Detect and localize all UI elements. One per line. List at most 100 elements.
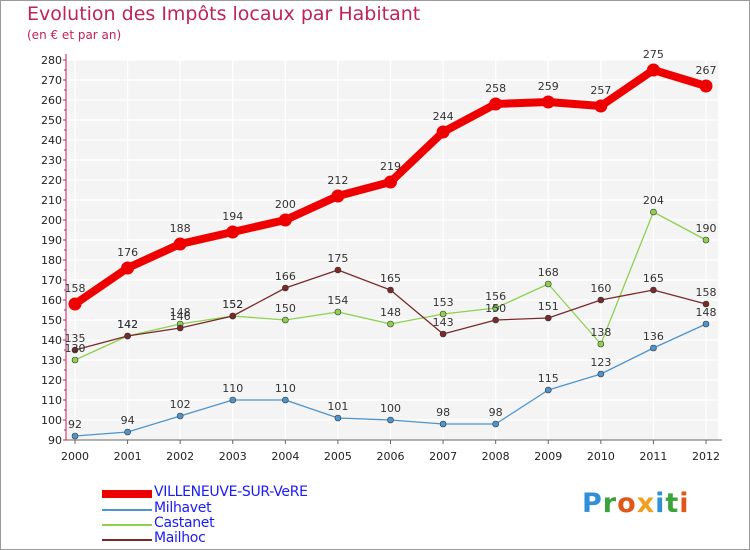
data-point [282, 316, 289, 324]
data-point [226, 225, 240, 239]
x-tick-label: 2012 [692, 450, 720, 463]
x-tick-label: 2002 [166, 450, 194, 463]
data-point [68, 297, 82, 311]
y-tick-label: 170 [41, 274, 62, 287]
data-label: 176 [117, 246, 138, 259]
data-point [278, 213, 292, 227]
data-label: 148 [696, 306, 717, 319]
data-point [597, 370, 605, 378]
data-label: 102 [170, 398, 191, 411]
data-point [492, 316, 499, 324]
data-point [646, 63, 660, 77]
data-point [71, 346, 79, 354]
data-label: 168 [538, 266, 559, 279]
data-point [492, 420, 499, 428]
data-point [544, 280, 552, 288]
data-point [282, 284, 289, 292]
y-tick-label: 270 [41, 74, 62, 87]
x-tick-label: 2001 [114, 450, 142, 463]
data-label: 200 [275, 198, 296, 211]
data-label: 204 [643, 194, 664, 207]
x-tick-label: 2005 [324, 450, 352, 463]
data-point [702, 236, 710, 244]
data-label: 165 [380, 272, 401, 285]
proxiti-logo: Proxiti [582, 488, 690, 519]
data-label: 194 [222, 210, 243, 223]
data-label: 156 [485, 290, 506, 303]
data-point [436, 125, 450, 139]
data-label: 136 [643, 330, 664, 343]
y-tick-label: 110 [41, 394, 62, 407]
data-point [699, 79, 713, 93]
data-point [121, 261, 135, 275]
data-label: 258 [485, 82, 506, 95]
data-point [71, 356, 79, 364]
x-tick-label: 2007 [429, 450, 457, 463]
data-label: 98 [489, 406, 503, 419]
data-point [173, 237, 187, 251]
y-tick-label: 180 [41, 254, 62, 267]
data-point [650, 286, 657, 294]
data-label: 160 [590, 282, 611, 295]
y-tick-label: 240 [41, 134, 62, 147]
data-label: 92 [68, 418, 82, 431]
data-point [702, 320, 710, 328]
data-label: 151 [538, 300, 559, 313]
data-point [334, 414, 342, 422]
data-point [541, 95, 555, 109]
data-label: 148 [380, 306, 401, 319]
data-label: 143 [433, 316, 454, 329]
y-tick-label: 200 [41, 214, 62, 227]
y-tick-label: 120 [41, 374, 62, 387]
data-label: 166 [275, 270, 296, 283]
data-point [71, 432, 79, 440]
x-tick-label: 2011 [639, 450, 667, 463]
data-label: 150 [275, 302, 296, 315]
data-labels: 158 176 188 194 200 212 219 244 258 259 257 275 267 9… [65, 48, 717, 431]
x-tick-label: 2004 [271, 450, 299, 463]
data-point [597, 296, 605, 304]
data-point [387, 416, 394, 424]
y-tick-label: 90 [48, 434, 62, 447]
data-point [384, 175, 397, 189]
data-label: 267 [696, 64, 717, 77]
data-label: 146 [170, 310, 191, 323]
logo-letter: i [655, 488, 666, 519]
grid [66, 59, 718, 441]
data-point [176, 412, 184, 420]
data-label: 115 [538, 372, 559, 385]
data-label: 98 [436, 406, 450, 419]
data-label: 110 [275, 382, 296, 395]
data-point [702, 300, 710, 308]
data-point [650, 344, 657, 352]
data-point [282, 396, 289, 404]
y-tick-label: 140 [41, 334, 62, 347]
data-point [594, 99, 608, 113]
data-label: 175 [327, 252, 348, 265]
y-tick-label: 100 [41, 414, 62, 427]
data-point [124, 332, 131, 340]
y-tick-label: 210 [41, 194, 62, 207]
data-label: 110 [222, 382, 243, 395]
data-point [439, 310, 447, 318]
data-label: 100 [380, 402, 401, 415]
legend-label: Mailhoc [154, 530, 206, 546]
y-tick-label: 190 [41, 234, 62, 247]
data-label: 148 [170, 306, 191, 319]
data-point [176, 324, 184, 332]
data-label: 154 [327, 294, 348, 307]
data-label: 158 [65, 282, 86, 295]
x-tick-label: 2003 [219, 450, 247, 463]
data-point [229, 396, 237, 404]
data-point [331, 189, 345, 203]
data-label: 130 [65, 342, 86, 355]
data-point [544, 314, 552, 322]
logo-letter: x [636, 488, 656, 519]
series-lines [68, 63, 713, 440]
data-label: 190 [696, 222, 717, 235]
x-tick-label: 2008 [482, 450, 510, 463]
legend [102, 490, 152, 541]
y-tick-label: 280 [41, 54, 62, 67]
